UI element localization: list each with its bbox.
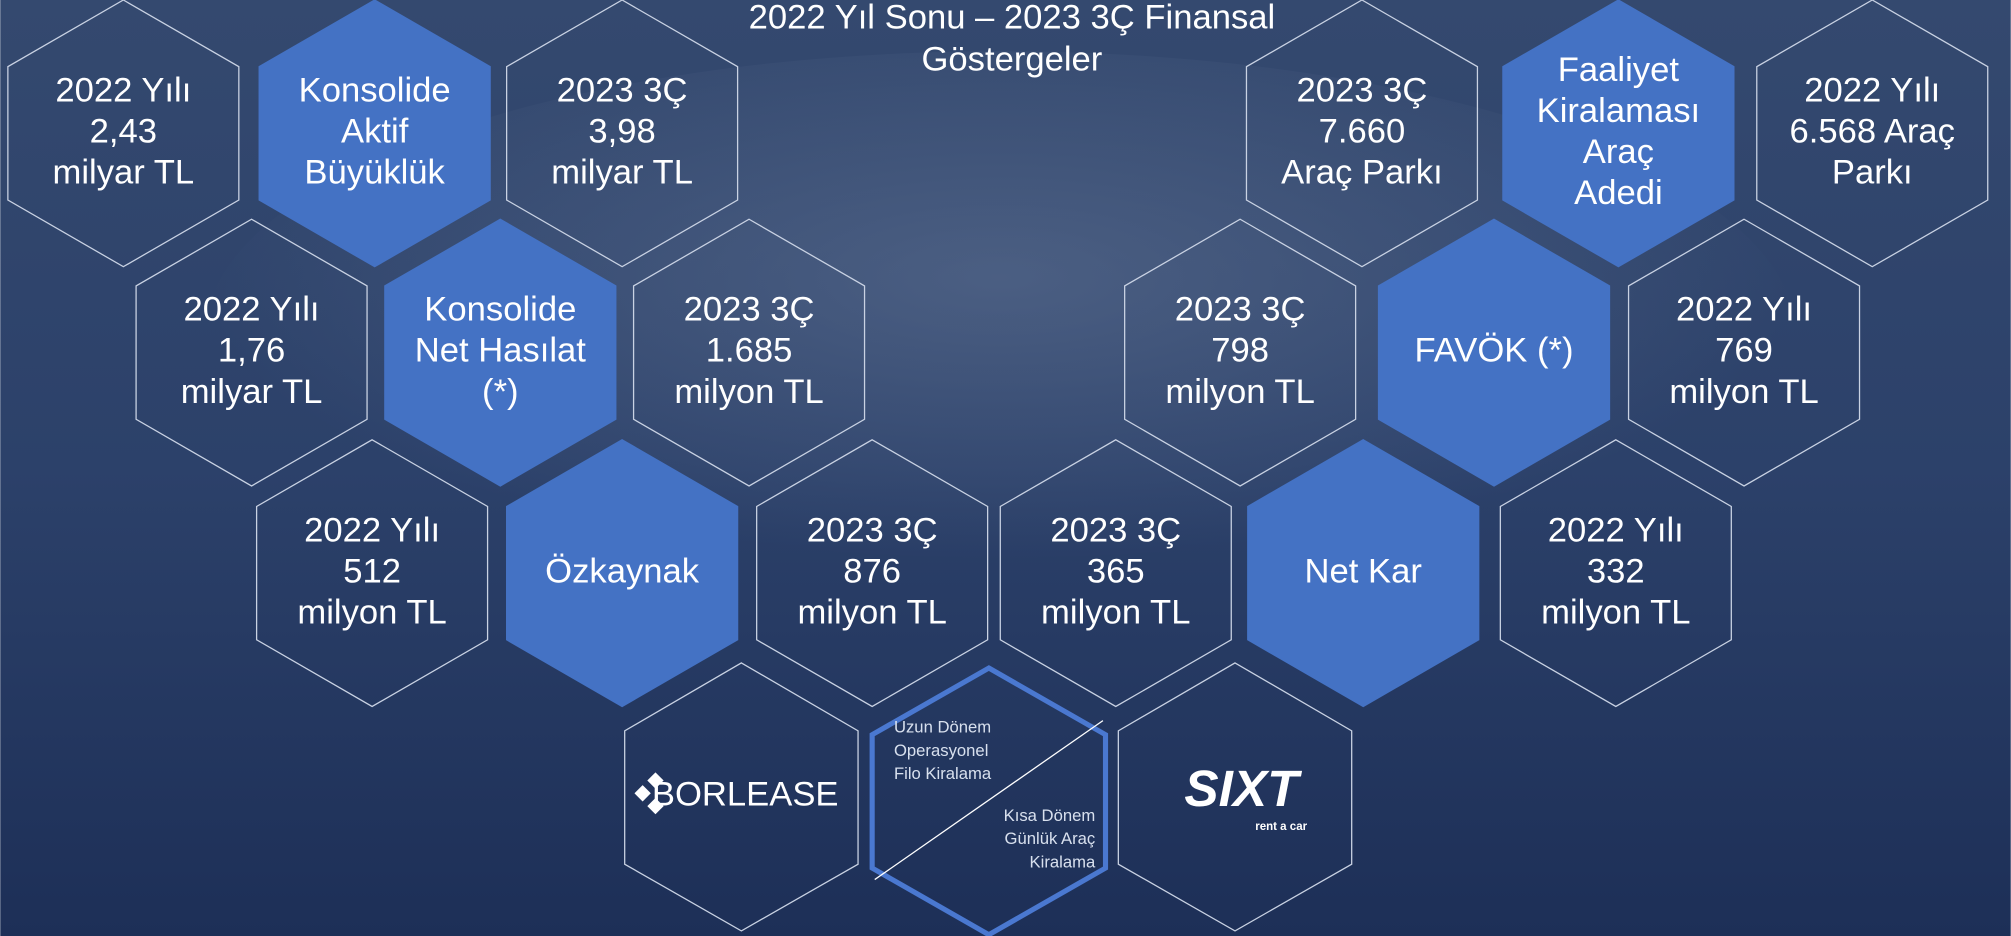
divider	[874, 720, 1104, 881]
hexagon-text: Aktif	[341, 112, 409, 150]
hexagon-text: milyar TL	[53, 154, 195, 192]
hexagon-text: Konsolide	[424, 291, 576, 329]
hexagon-text: milyar TL	[181, 373, 323, 411]
hexagon-text: milyon TL	[674, 373, 823, 411]
service-text: Kısa Dönem	[1004, 806, 1096, 825]
hexagon	[624, 662, 859, 932]
hexagon-text: Parkı	[1832, 154, 1913, 192]
hexagon-text: 2022 Yılı	[1804, 71, 1940, 109]
hexagon-text: milyon TL	[797, 593, 946, 631]
hexagon	[506, 0, 739, 268]
hexagon-text: Net Kar	[1305, 552, 1422, 590]
hexagon-text: 332	[1587, 552, 1645, 590]
hexagon-text: 2022 Yılı	[1676, 291, 1812, 329]
title-line: Göstergeler	[921, 41, 1102, 79]
hexagon-text: Kiralaması	[1537, 92, 1700, 130]
hexagon-text: 2023 3Ç	[1297, 71, 1428, 109]
service-hexagon	[869, 665, 1109, 936]
hexagon-text: 1,76	[218, 332, 285, 370]
hexagon-text: Konsolide	[299, 71, 451, 109]
hexagon-text: milyon TL	[297, 593, 446, 631]
borlease-logo: BORLEASE	[652, 775, 839, 813]
hexagon-text: 876	[843, 552, 901, 590]
hexagon	[1117, 662, 1353, 932]
highlight-hexagon	[258, 0, 491, 268]
hexagon	[1756, 0, 1989, 268]
hexagon	[1627, 218, 1861, 487]
hexagon-text: 798	[1211, 332, 1269, 370]
hexagon-text: 2022 Yılı	[55, 71, 191, 109]
hexagon-text: 2022 Yılı	[304, 511, 440, 549]
hexagon-text: Özkaynak	[545, 552, 700, 590]
highlight-hexagon	[1502, 0, 1735, 268]
hexagon	[7, 0, 240, 268]
highlight-hexagon	[506, 439, 739, 708]
hexagon-text: milyar TL	[551, 154, 693, 192]
service-text: Kiralama	[1030, 852, 1096, 871]
hexagon-text: 2023 3Ç	[1175, 291, 1306, 329]
hexagon-text: milyon TL	[1041, 593, 1190, 631]
service-text: Operasyonel	[894, 741, 988, 760]
hexagon-text: 769	[1715, 332, 1773, 370]
hexagon	[999, 439, 1232, 708]
hexagon-text: Araç	[1583, 133, 1654, 171]
title-line: 2022 Yıl Sonu – 2023 3Ç Finansal	[749, 0, 1276, 36]
hexagon-text: milyon TL	[1669, 373, 1818, 411]
hexagon	[135, 218, 368, 487]
hexagon-text: 2023 3Ç	[1050, 511, 1181, 549]
hexagon-text: FAVÖK (*)	[1415, 332, 1574, 370]
hexagon-text: Net Hasılat	[415, 332, 587, 370]
hexagon	[756, 439, 989, 708]
hexagon-text: Büyüklük	[304, 154, 445, 192]
hexagon-text: (*)	[482, 373, 519, 411]
hexagon-text: milyon TL	[1165, 373, 1314, 411]
sixt-tagline: rent a car	[1255, 821, 1307, 833]
hexagon-text: 6.568 Araç	[1790, 112, 1955, 150]
hexagon-text: 1.685	[706, 332, 793, 370]
hexagon	[255, 439, 489, 708]
service-text: Günlük Araç	[1005, 829, 1096, 848]
hexagon-text: Araç Parkı	[1281, 154, 1443, 192]
hexagon-text: 365	[1087, 552, 1145, 590]
hexagon	[1124, 218, 1357, 487]
service-text: Uzun Dönem	[894, 718, 991, 737]
hexagon-text: milyon TL	[1541, 593, 1690, 631]
hexagon-text: Faaliyet	[1558, 51, 1680, 89]
hexagon-text: 512	[343, 552, 401, 590]
hexagon-text: 2023 3Ç	[557, 71, 688, 109]
hexagon-text: 2022 Yılı	[1548, 511, 1684, 549]
hexagon-text: 2023 3Ç	[807, 511, 938, 549]
hexagon-text: 3,98	[588, 112, 655, 150]
logo-row: BORLEASE Uzun Dönem Operasyonel Filo Kir…	[624, 662, 1353, 936]
highlight-hexagon	[1377, 218, 1611, 487]
hexagon	[1245, 0, 1479, 268]
hexagon-text: 7.660	[1319, 112, 1406, 150]
hexagon	[1499, 439, 1732, 708]
hexagon	[632, 218, 866, 487]
sixt-logo: SIXT	[1184, 760, 1302, 817]
hexagon-text: Adedi	[1574, 174, 1663, 212]
highlight-hexagon	[1247, 439, 1480, 708]
service-text: Filo Kiralama	[894, 764, 992, 783]
hexagon-text: 2,43	[90, 112, 157, 150]
hexagon-text: 2023 3Ç	[684, 291, 815, 329]
highlight-hexagon	[384, 218, 617, 487]
hexagon-text: 2022 Yılı	[184, 291, 320, 329]
